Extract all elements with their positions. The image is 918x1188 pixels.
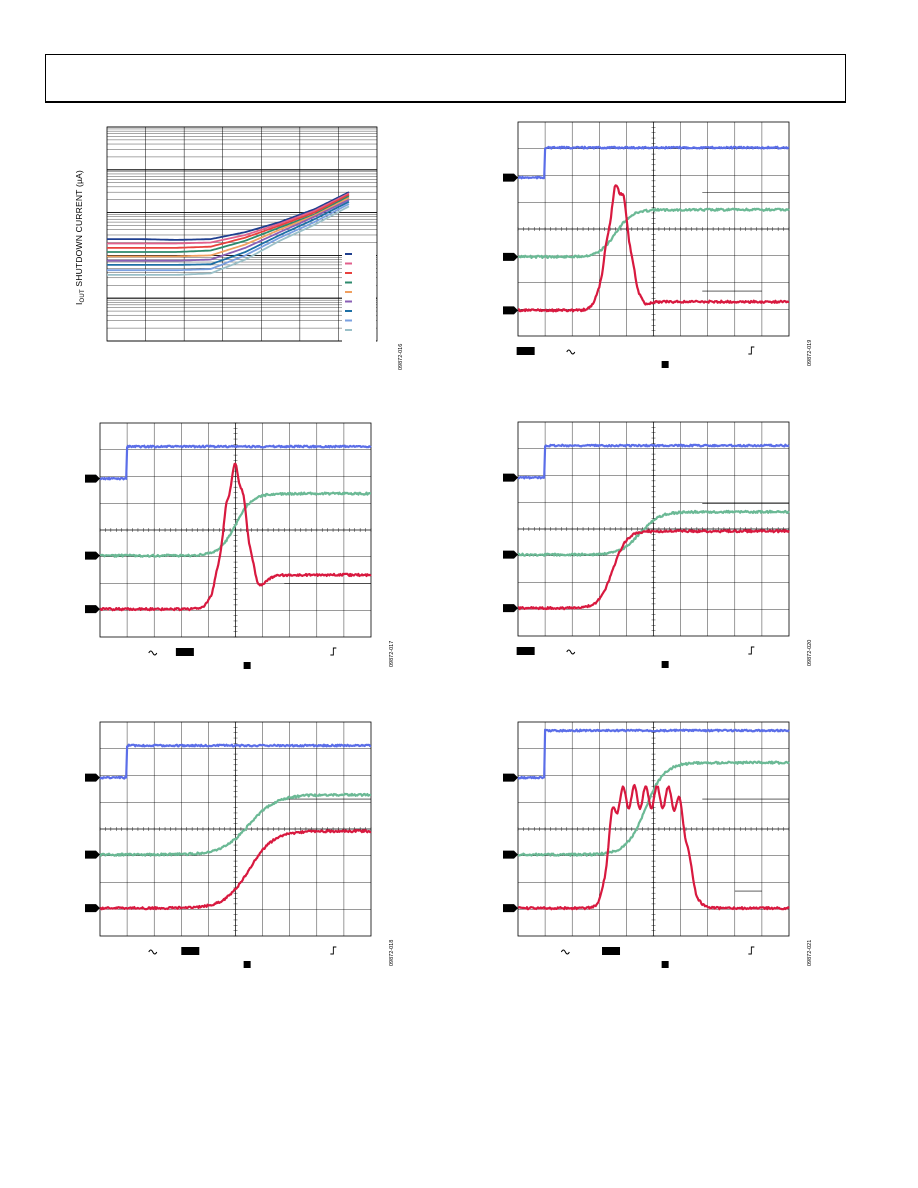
figure-2: 09872-019 [503,121,813,368]
channel-square-icon [661,961,669,968]
trigger-edge-icon [748,346,755,355]
bandwidth-badge [516,347,535,355]
channel-marker-3 [85,904,100,913]
ch1-trace [99,743,372,780]
figure-code: 09872-020 [807,640,813,666]
series-line-5 [107,197,350,258]
channel-marker-2 [503,252,518,261]
bandwidth-badge [175,648,194,656]
ch2-trace [517,509,790,557]
figure-3: 09872-017 [85,422,395,669]
series-line-9 [107,205,350,276]
legend-box [342,251,376,343]
page-header [45,54,846,103]
figure-1: IOUT SHUTDOWN CURRENT (µA) 09872-016 [74,126,404,370]
ch3-trace [517,184,790,313]
channel-marker-1 [503,773,518,782]
channel-marker-3 [85,605,100,614]
channel-square-icon [243,662,251,669]
channel-marker-2 [85,850,100,859]
figure-code: 09872-021 [807,940,813,966]
series-line-7 [107,200,350,266]
channel-marker-3 [503,306,518,315]
channel-marker-2 [85,551,100,560]
figure-4: 09872-020 [503,421,813,668]
figure-code: 09872-016 [398,344,404,370]
y-axis-label: IOUT SHUTDOWN CURRENT (µA) [74,170,86,305]
series-line-8 [107,203,350,272]
trigger-edge-icon [330,647,337,656]
ch1-trace [517,728,790,780]
series-line-3 [107,194,350,249]
ch2-trace [99,491,372,558]
channel-marker-3 [503,904,518,913]
ch1-trace [99,444,372,481]
figure-code: 09872-017 [389,641,395,667]
channel-square-icon [661,661,669,668]
bandwidth-badge [516,647,535,655]
series-line-6 [107,198,350,262]
series-line-4 [107,195,350,253]
channel-marker-1 [85,773,100,782]
channel-marker-3 [503,604,518,613]
channel-marker-2 [503,550,518,559]
ch2-trace [99,792,372,857]
figure-5: 09872-018 [85,721,395,968]
ch1-trace [517,443,790,480]
ac-coupling-icon [148,650,158,656]
channel-square-icon [243,961,251,968]
channel-marker-1 [503,473,518,482]
channel-marker-2 [503,850,518,859]
bandwidth-badge [181,947,200,955]
figure-code: 09872-019 [807,340,813,366]
trigger-edge-icon [330,946,337,955]
ac-coupling-icon [566,349,576,355]
plot-frame [106,126,378,342]
bandwidth-badge [602,947,621,955]
ac-coupling-icon [148,949,158,955]
ch3-trace [517,529,790,611]
trigger-edge-icon [748,646,755,655]
series-line-1 [107,191,350,241]
channel-marker-1 [85,474,100,483]
ac-coupling-icon [560,949,570,955]
ch1-trace [517,145,790,180]
ch3-trace [99,829,372,911]
ch3-trace [517,783,790,911]
ch2-trace [517,207,790,259]
ch3-trace [99,462,372,612]
figure-code: 09872-018 [389,940,395,966]
channel-square-icon [661,361,669,368]
series-line-2 [107,192,350,245]
ch2-trace [517,760,790,857]
ac-coupling-icon [566,649,576,655]
trigger-edge-icon [748,946,755,955]
figure-6: 09872-021 [503,721,813,968]
channel-marker-1 [503,173,518,182]
